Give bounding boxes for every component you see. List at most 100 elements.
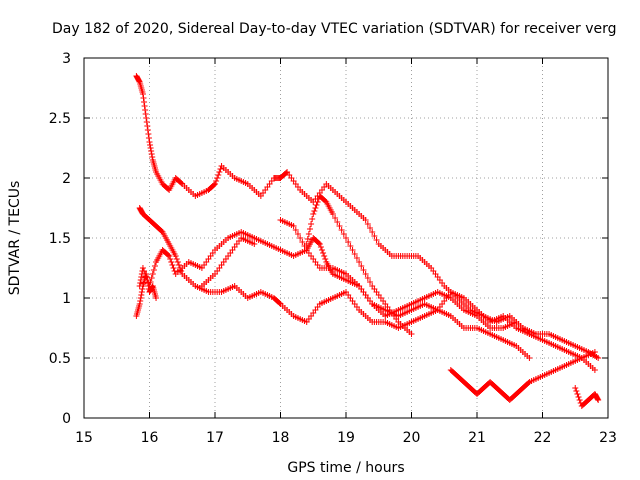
data-point [145,135,152,141]
x-tick-label: 16 [141,430,159,446]
data-point [351,251,358,257]
data-points [133,73,602,409]
x-tick-label: 15 [75,430,93,446]
series-track-8 [198,235,258,289]
data-point [373,237,380,243]
data-point [141,103,148,109]
y-tick-label: 2 [62,171,71,187]
data-point [144,123,151,129]
data-point [309,216,316,222]
data-point [371,233,378,239]
data-point [282,170,289,176]
x-axis-label: GPS time / hours [287,460,404,476]
data-point [310,211,317,217]
data-point [142,107,149,113]
data-point [343,235,349,241]
data-point [141,99,148,105]
data-point [150,267,157,273]
data-point [212,181,218,187]
grid-lines [84,58,608,418]
data-point [168,259,175,265]
data-point [297,235,304,241]
series-track-1 [133,73,602,361]
data-point [525,380,532,386]
data-point [217,166,224,172]
data-point [147,279,154,285]
series-track-9 [572,385,602,409]
data-point [139,286,146,292]
x-tick-label: 18 [272,430,290,446]
data-point [165,252,172,258]
data-point [595,355,602,361]
data-point [166,253,173,259]
chart-title: Day 182 of 2020, Sidereal Day-to-day VTE… [52,21,617,37]
data-point [362,217,369,223]
data-point [137,295,144,301]
series-track-3 [136,205,533,361]
data-point [316,241,323,247]
data-point [595,397,602,403]
data-point [318,247,325,253]
data-point [312,205,319,211]
data-point [146,139,153,145]
series-track-6 [447,355,598,403]
series-track-4 [277,217,533,337]
data-point [167,256,174,262]
data-point [322,256,329,262]
data-point [148,151,155,157]
data-point [347,243,354,249]
y-tick-label: 1 [62,291,71,307]
data-point [171,268,178,274]
data-point [367,225,374,231]
data-point [345,239,352,245]
data-point [364,221,371,227]
data-point [214,175,221,181]
data-point [144,280,151,286]
data-point [334,219,341,225]
data-point [178,268,185,274]
data-point [147,145,154,151]
data-point [140,95,147,101]
x-tick-label: 23 [599,430,617,446]
data-point [306,226,313,232]
data-point [178,180,185,186]
x-tick-label: 22 [534,430,552,446]
data-point [213,178,220,184]
data-point [576,397,583,403]
data-point [137,280,144,286]
data-point [151,263,158,269]
data-point [215,172,222,178]
axis-ticks [83,57,609,419]
data-point [574,391,581,397]
data-point [594,396,601,402]
data-point [313,202,320,208]
data-point [321,253,328,259]
data-point [145,131,152,137]
data-point [591,349,598,355]
data-point [149,271,156,277]
data-point [304,236,311,242]
data-point [369,229,376,235]
y-tick-label: 3 [62,51,71,67]
data-point [408,331,415,337]
data-point [153,295,160,301]
data-point [367,279,374,285]
data-point [251,241,258,247]
x-tick-label: 17 [206,430,224,446]
data-point [142,111,149,117]
data-point [349,247,356,253]
data-point [526,331,533,337]
x-tick-label: 19 [337,430,355,446]
data-point [210,182,217,188]
data-point [177,265,184,271]
data-point [311,208,318,214]
data-point [294,231,301,237]
data-point [136,78,143,84]
data-point [143,115,150,121]
y-tick-labels: 0 0.5 1 1.5 2 2.5 3 [49,51,71,427]
data-point [143,119,150,125]
series-track-5 [303,193,415,337]
y-axis-label: SDTVAR / TECUs [7,181,23,296]
